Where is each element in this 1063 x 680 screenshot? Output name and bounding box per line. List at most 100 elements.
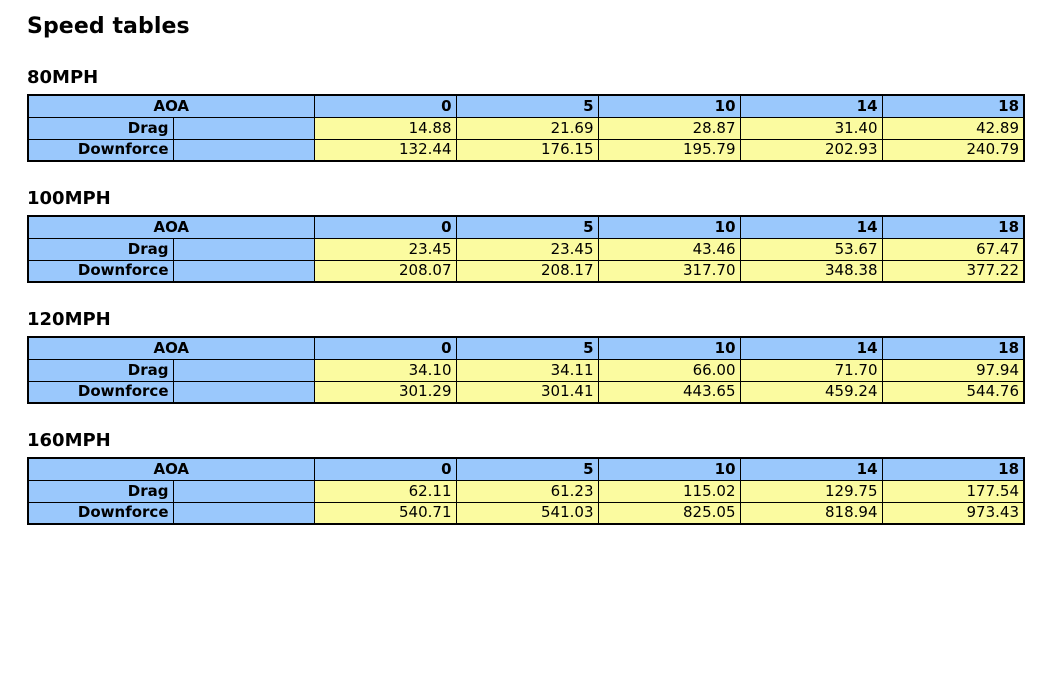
table-cell-value: 42.89 [881,116,1025,140]
row-label: Drag [27,116,174,140]
table-cell-value: 240.79 [881,138,1025,162]
table-cell-value: 177.54 [881,479,1025,503]
column-header-angle: 10 [597,94,741,118]
column-header-angle: 5 [455,215,599,239]
table-cell-value: 61.23 [455,479,599,503]
table-cell-value: 973.43 [881,501,1025,525]
speed-section: 100MPH AOA 0 5 10 14 18 Drag 23.45 23.45 43.46 53.6… [27,188,1063,283]
table-header-row: AOA 0 5 10 14 18 [27,457,1025,481]
table-cell-value: 28.87 [597,116,741,140]
row-label: Drag [27,237,174,261]
row-spacer-cell [172,479,315,503]
table-cell-value: 23.45 [455,237,599,261]
column-header-angle: 0 [313,215,457,239]
table-cell-value: 544.76 [881,380,1025,404]
column-header-angle: 0 [313,336,457,360]
table-cell-value: 14.88 [313,116,457,140]
table-cell-value: 301.29 [313,380,457,404]
table-cell-value: 21.69 [455,116,599,140]
table-cell-value: 195.79 [597,138,741,162]
row-spacer-cell [172,501,315,525]
row-spacer-cell [172,380,315,404]
column-header-angle: 14 [739,215,883,239]
table-row: Drag 62.11 61.23 115.02 129.75 177.54 [27,479,1025,503]
section-title: 160MPH [27,430,111,451]
table-cell-value: 97.94 [881,358,1025,382]
row-spacer-cell [172,116,315,140]
table-row: Drag 34.10 34.11 66.00 71.70 97.94 [27,358,1025,382]
speed-section: 80MPH AOA 0 5 10 14 18 Drag 14.88 21.69 28.87 31.40… [27,67,1063,162]
table-row: Downforce 208.07 208.17 317.70 348.38 377.22 [27,259,1025,283]
table-row: Downforce 301.29 301.41 443.65 459.24 544.76 [27,380,1025,404]
table-cell-value: 208.17 [455,259,599,283]
column-header-angle: 18 [881,94,1025,118]
section-title: 120MPH [27,309,111,330]
column-header-angle: 0 [313,457,457,481]
section-title: 80MPH [27,67,99,88]
table-header-row: AOA 0 5 10 14 18 [27,336,1025,360]
row-label: Downforce [27,501,174,525]
table-cell-value: 34.10 [313,358,457,382]
column-header-angle: 14 [739,336,883,360]
table-cell-value: 176.15 [455,138,599,162]
table-cell-value: 23.45 [313,237,457,261]
column-header-angle: 18 [881,336,1025,360]
row-label: Downforce [27,259,174,283]
page-title: Speed tables [27,14,190,39]
table-cell-value: 132.44 [313,138,457,162]
table-row: Downforce 132.44 176.15 195.79 202.93 240.79 [27,138,1025,162]
table-row: Downforce 540.71 541.03 825.05 818.94 973.43 [27,501,1025,525]
table-cell-value: 62.11 [313,479,457,503]
table-row: Drag 23.45 23.45 43.46 53.67 67.47 [27,237,1025,261]
table-cell-value: 115.02 [597,479,741,503]
table-cell-value: 67.47 [881,237,1025,261]
column-header-angle: 14 [739,94,883,118]
table-cell-value: 818.94 [739,501,883,525]
row-spacer-cell [172,237,315,261]
column-header-angle: 5 [455,457,599,481]
column-header-angle: 5 [455,94,599,118]
speed-tables-sections: 80MPH AOA 0 5 10 14 18 Drag 14.88 21.69 28.87 31.40… [27,67,1063,525]
column-header-angle: 10 [597,457,741,481]
speed-section: 120MPH AOA 0 5 10 14 18 Drag 34.10 34.11 66.00 71.7… [27,309,1063,404]
table-header-row: AOA 0 5 10 14 18 [27,94,1025,118]
table-cell-value: 129.75 [739,479,883,503]
table-cell-value: 43.46 [597,237,741,261]
table-cell-value: 540.71 [313,501,457,525]
row-label: Drag [27,358,174,382]
section-title: 100MPH [27,188,111,209]
table-cell-value: 71.70 [739,358,883,382]
table-header-row: AOA 0 5 10 14 18 [27,215,1025,239]
row-label: Downforce [27,380,174,404]
column-header-aoa: AOA [27,457,315,481]
table-cell-value: 53.67 [739,237,883,261]
table-cell-value: 443.65 [597,380,741,404]
row-spacer-cell [172,259,315,283]
speed-table: AOA 0 5 10 14 18 Drag 23.45 23.45 43.46 53.67 67.47… [27,215,1026,283]
row-label: Drag [27,479,174,503]
table-cell-value: 317.70 [597,259,741,283]
table-cell-value: 825.05 [597,501,741,525]
column-header-angle: 5 [455,336,599,360]
speed-table: AOA 0 5 10 14 18 Drag 34.10 34.11 66.00 71.70 97.94… [27,336,1026,404]
table-cell-value: 459.24 [739,380,883,404]
column-header-aoa: AOA [27,215,315,239]
row-spacer-cell [172,138,315,162]
table-cell-value: 301.41 [455,380,599,404]
table-cell-value: 31.40 [739,116,883,140]
speed-table: AOA 0 5 10 14 18 Drag 62.11 61.23 115.02 129.75 177… [27,457,1026,525]
table-cell-value: 377.22 [881,259,1025,283]
table-cell-value: 208.07 [313,259,457,283]
table-cell-value: 202.93 [739,138,883,162]
column-header-angle: 10 [597,336,741,360]
table-row: Drag 14.88 21.69 28.87 31.40 42.89 [27,116,1025,140]
column-header-angle: 18 [881,215,1025,239]
column-header-aoa: AOA [27,94,315,118]
column-header-angle: 0 [313,94,457,118]
column-header-aoa: AOA [27,336,315,360]
row-spacer-cell [172,358,315,382]
table-cell-value: 348.38 [739,259,883,283]
column-header-angle: 14 [739,457,883,481]
speed-section: 160MPH AOA 0 5 10 14 18 Drag 62.11 61.23 115.02 129… [27,430,1063,525]
